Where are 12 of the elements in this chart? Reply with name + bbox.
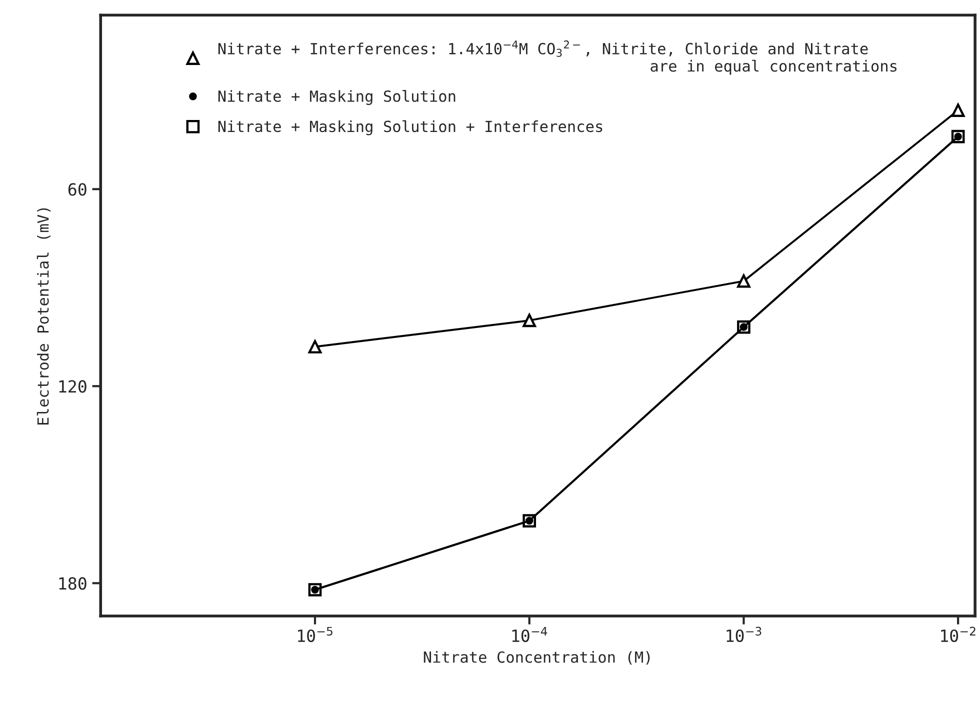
legend-label: Nitrate + Interferences: 1.4x10$^{−4}$M CO$_{3}$$^{2−}$, Nitrite, Chloride and Nitrate are in equal concentrations xyxy=(218,40,897,75)
x-tick-label: 10$^{−3}$ xyxy=(726,626,762,642)
y-tick-label: 60 xyxy=(68,183,86,196)
x-axis-title: Nitrate Concentration (M) xyxy=(424,651,650,665)
y-axis-title: Electrode Potential (mV) xyxy=(36,208,51,424)
y-tick-label: 120 xyxy=(59,380,86,393)
y-tick-label: 180 xyxy=(59,577,86,590)
x-tick-label: 10$^{−5}$ xyxy=(298,626,332,642)
x-tick-label: 10$^{−2}$ xyxy=(941,626,976,642)
x-tick-label: 10$^{−4}$ xyxy=(512,626,548,642)
legend-label: Nitrate + Masking Solution + Interferences xyxy=(218,120,602,136)
legend-label: Nitrate + Masking Solution xyxy=(218,90,456,105)
